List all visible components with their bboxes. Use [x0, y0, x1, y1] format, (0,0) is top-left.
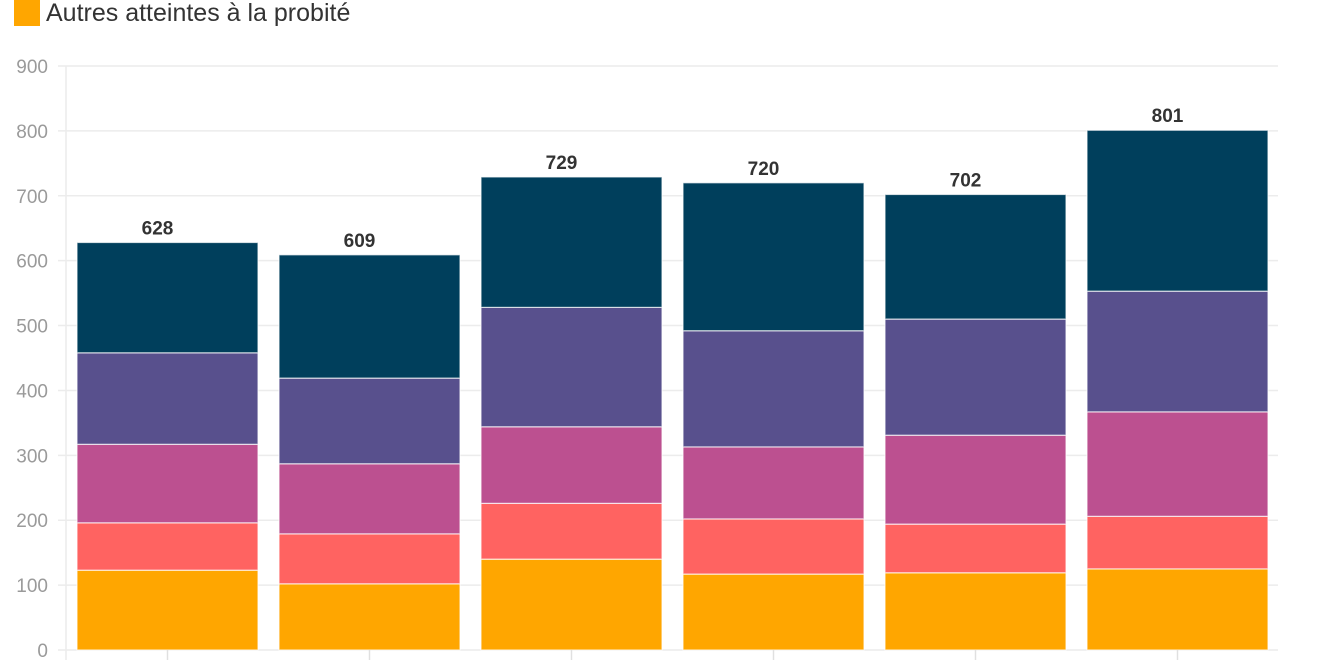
y-tick-label: 400 — [16, 381, 48, 402]
bar-segment — [480, 558, 663, 651]
bar-segment — [480, 306, 663, 428]
legend-label: Autres atteintes à la probité — [46, 0, 351, 27]
bar-segment — [76, 443, 259, 524]
bar-segment — [76, 522, 259, 571]
bar-segment — [682, 330, 865, 448]
y-tick-label: 600 — [16, 252, 48, 273]
bar-segment — [278, 377, 461, 465]
bar-segment — [76, 569, 259, 651]
bar-segment — [480, 502, 663, 560]
bar-segment — [682, 518, 865, 575]
bar-segment — [1086, 129, 1269, 292]
bar-segment — [76, 241, 259, 354]
bar-segment — [884, 572, 1067, 651]
y-tick-label: 200 — [16, 511, 48, 532]
total-label: 720 — [748, 159, 780, 180]
bar-segment — [1086, 568, 1269, 651]
bar-segment — [278, 463, 461, 535]
y-tick-label: 500 — [16, 317, 48, 338]
bar-segment — [278, 583, 461, 651]
bar-segment — [1086, 515, 1269, 570]
bar-segment — [1086, 411, 1269, 517]
y-tick-label: 700 — [16, 187, 48, 208]
bar-segment — [480, 426, 663, 504]
bar-segment — [278, 254, 461, 379]
bar-segment — [682, 182, 865, 332]
legend: Autres atteintes à la probité — [14, 0, 351, 27]
bar-segment — [1086, 290, 1269, 413]
total-label: 609 — [344, 231, 376, 252]
total-label: 729 — [546, 153, 578, 174]
y-tick-label: 900 — [16, 57, 48, 78]
bar-segment — [682, 573, 865, 651]
bar-segment — [884, 434, 1067, 525]
bar-segment — [278, 533, 461, 585]
y-tick-label: 100 — [16, 576, 48, 597]
y-tick-label: 800 — [16, 122, 48, 143]
total-label: 628 — [142, 218, 174, 239]
legend-swatch — [14, 0, 40, 26]
bar-segment — [76, 352, 259, 445]
bar-segment — [884, 318, 1067, 436]
y-tick-label: 300 — [16, 446, 48, 467]
total-label: 801 — [1152, 106, 1184, 127]
bar-segment — [884, 193, 1067, 320]
bar-segment — [884, 523, 1067, 574]
bar-segment — [480, 176, 663, 308]
y-tick-label: 0 — [37, 641, 48, 660]
bar-segment — [682, 446, 865, 520]
total-label: 702 — [950, 170, 982, 191]
